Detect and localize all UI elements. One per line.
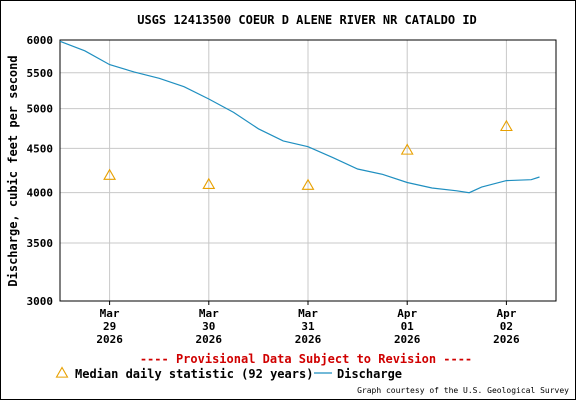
provisional-notice: ---- Provisional Data Subject to Revisio…: [140, 352, 472, 366]
x-tick-label: Mar: [199, 307, 219, 320]
discharge-line: [59, 40, 540, 194]
x-axis: Mar292026Mar302026Mar312026Apr012026Apr0…: [96, 301, 520, 346]
x-tick-label: 29: [103, 320, 116, 333]
y-tick-label: 4000: [27, 187, 54, 200]
legend: Median daily statistic (92 years) Dischar…: [55, 366, 402, 381]
y-tick-label: 4500: [27, 142, 54, 155]
series-layer: [59, 40, 540, 194]
x-tick-label: 31: [301, 320, 315, 333]
x-tick-label: Apr: [397, 307, 417, 320]
median-marker: [499, 119, 513, 132]
x-tick-label: 02: [500, 320, 513, 333]
x-tick-label: 2026: [394, 333, 421, 346]
median-marker: [301, 178, 315, 190]
x-tick-label: Mar: [298, 307, 318, 320]
y-tick-label: 5500: [27, 67, 54, 80]
y-axis: 3000 3500 4000 4500 5000 5500 6000: [27, 34, 54, 308]
chart-grid: [60, 39, 556, 302]
credit-text: Graph courtesy of the U.S. Geological Su…: [357, 386, 569, 395]
legend-median-label: Median daily statistic (92 years): [75, 367, 313, 381]
x-tick-label: 2026: [295, 333, 322, 346]
median-marker: [103, 168, 117, 180]
x-tick-label: 2026: [196, 333, 223, 346]
y-tick-label: 5000: [27, 103, 54, 116]
x-tick-label: 2026: [96, 333, 123, 346]
x-tick-label: Apr: [496, 307, 516, 320]
legend-discharge-label: Discharge: [337, 367, 402, 381]
y-tick-label: 3000: [27, 295, 54, 308]
x-tick-label: Mar: [100, 307, 120, 320]
y-tick-label: 6000: [27, 34, 54, 47]
chart-title: USGS 12413500 COEUR D ALENE RIVER NR CAT…: [137, 13, 477, 27]
x-tick-label: 30: [202, 320, 215, 333]
y-tick-label: 3500: [27, 237, 54, 250]
x-tick-label: 2026: [493, 333, 520, 346]
x-tick-label: 01: [401, 320, 415, 333]
median-marker: [202, 177, 216, 189]
y-axis-label: Discharge, cubic feet per second: [6, 55, 20, 286]
legend-median-icon: [55, 366, 69, 378]
median-marker: [400, 143, 414, 155]
